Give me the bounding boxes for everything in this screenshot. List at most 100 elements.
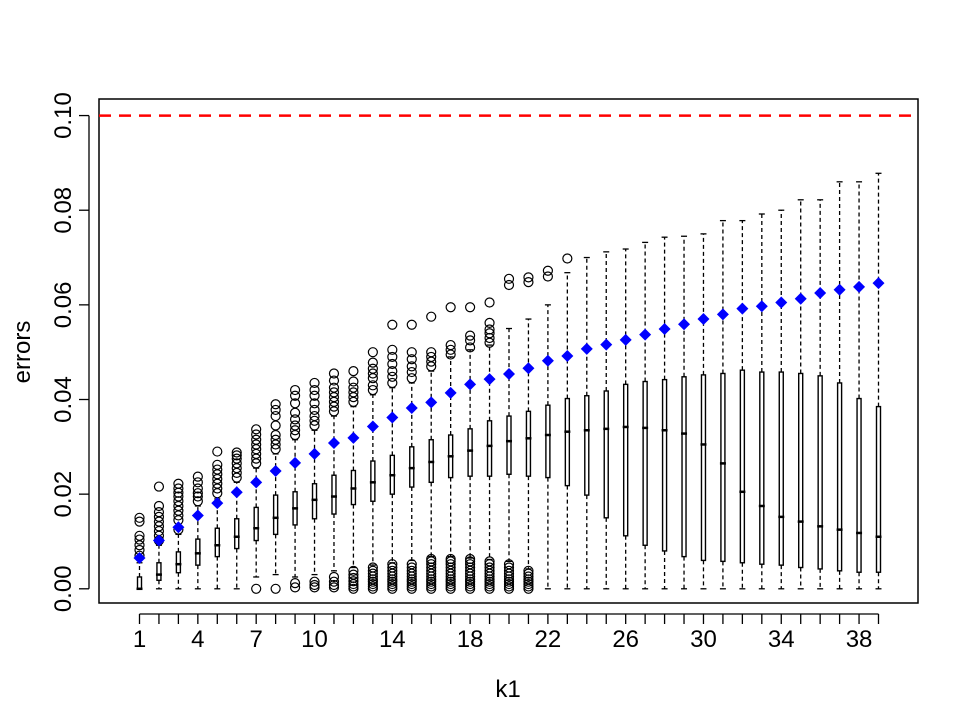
box-group [231,447,242,590]
mean-marker [736,302,749,315]
outlier-point [465,335,476,346]
x-tick-label: 34 [768,626,795,653]
outlier-point [270,399,281,410]
box-iqr [856,397,862,573]
outlier-point [523,568,534,579]
box-group [251,424,262,594]
outlier-point [445,302,456,313]
outlier-point [270,410,281,422]
outlier-point [192,471,203,482]
outlier-point [348,366,359,377]
outlier-point [445,559,456,570]
outlier-point [251,439,262,450]
box-iqr [759,371,765,565]
outlier-point [289,414,301,425]
x-axis: 1 4 7 10 14 18 22 26 30 34 38 [133,613,880,653]
outlier-point [387,377,398,389]
mean-marker [541,354,554,367]
box-group [603,251,610,590]
mean-marker [561,349,574,362]
x-tick-label: 4 [191,626,204,653]
outlier-point [134,534,145,545]
mean-marker [366,420,379,433]
outlier-point [251,429,262,440]
mean-marker [269,464,282,477]
x-tick-label: 10 [301,626,328,653]
outlier-point [465,559,476,570]
box-iqr [875,405,882,573]
mean-marker [152,534,165,547]
outlier-point [192,483,203,494]
outlier-point [426,311,437,322]
box-iqr [681,376,687,558]
outlier-point [134,512,145,523]
outlier-point [484,317,495,328]
outlier-point [484,562,495,573]
mean-marker [814,287,827,300]
box-group [309,377,320,593]
outlier-point [348,376,359,387]
outlier-point [328,579,340,591]
outlier-point [387,344,398,355]
boxes-layer [134,172,882,594]
mean-marker [872,277,885,290]
outlier-point [445,553,456,565]
box-iqr [272,494,279,536]
box-iqr [175,551,182,574]
outlier-point [465,342,476,353]
x-tick-label: 26 [612,626,639,653]
outlier-point [328,387,340,398]
outlier-point [328,382,340,393]
outlier-point [367,357,378,368]
outlier-point [309,390,320,401]
outlier-point [212,464,223,475]
mean-marker [639,328,652,341]
box-iqr [700,374,707,562]
outlier-point [289,578,301,589]
outlier-point [231,450,242,461]
outlier-point [406,373,417,384]
y-tick-label: 0.00 [50,565,77,612]
box-iqr [156,562,162,581]
box-group [719,219,726,590]
outlier-point [192,477,203,488]
box-iqr [214,527,220,558]
y-axis: 0.00 0.02 0.04 0.06 0.08 0.10 [50,92,90,612]
box-group [503,273,515,594]
outlier-point [484,559,495,570]
box-iqr [603,390,609,519]
box-iqr [331,474,337,515]
mean-marker [853,280,866,293]
outlier-point [270,420,281,431]
outlier-point [270,583,281,594]
outlier-point [153,481,165,492]
box-group [192,471,203,590]
outlier-point [153,507,165,518]
outlier-point [231,447,242,458]
outlier-point [387,559,398,570]
outlier-point [465,553,476,565]
outlier-point [251,583,262,594]
outlier-point [406,354,417,365]
box-group [875,172,882,590]
outlier-point [289,425,301,436]
outlier-point [387,351,398,363]
outlier-point [309,384,320,396]
outlier-point [153,500,165,512]
outlier-point [542,265,553,276]
outlier-point [212,459,223,470]
mean-marker [775,296,788,309]
outlier-point [309,410,320,422]
outlier-point [367,347,378,358]
outlier-point [173,491,184,502]
outlier-point [484,556,495,567]
box-iqr [584,395,590,496]
box-iqr [486,420,493,477]
outlier-point [562,253,573,264]
x-tick-label: 18 [457,626,484,653]
box-iqr [234,518,240,550]
box-group [328,368,340,593]
mean-marker [347,431,360,444]
mean-marker [250,476,263,489]
